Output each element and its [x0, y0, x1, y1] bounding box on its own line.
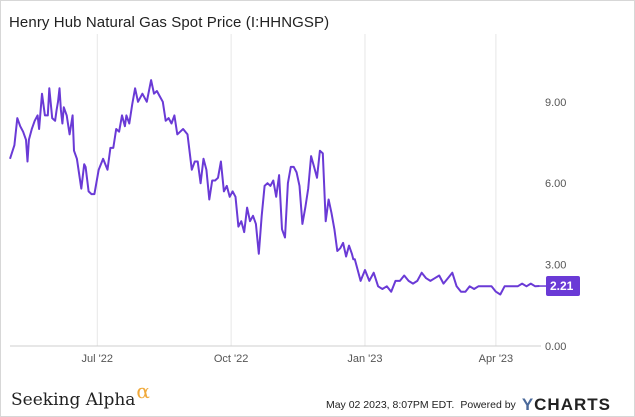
- y-tick-label: 3.00: [545, 260, 566, 272]
- x-tick-label: Jul '22: [82, 353, 113, 365]
- x-tick-label: Apr '23: [479, 353, 514, 365]
- seeking-alpha-logo[interactable]: Seeking Alphaα: [11, 379, 150, 410]
- chart-title: Henry Hub Natural Gas Spot Price (I:HHNG…: [9, 14, 330, 31]
- timestamp: May 02 2023, 8:07PM EDT.: [325, 399, 455, 411]
- ycharts-logo[interactable]: YCHARTS: [522, 395, 611, 415]
- y-tick-label: 6.00: [545, 178, 566, 190]
- last-value-label: 2.21: [539, 276, 580, 297]
- seeking-alpha-wordmark: Seeking Alpha: [11, 390, 136, 410]
- price-series-line: [9, 79, 540, 296]
- x-tick-label: Oct '22: [214, 353, 249, 365]
- last-value-badge: [546, 276, 580, 297]
- grid-lines: [96, 34, 497, 346]
- ycharts-wordmark: CHARTS: [534, 395, 611, 414]
- chart-footer: May 02 2023, 8:07PM EDT. Powered by YCHA…: [326, 395, 611, 415]
- y-axis-ticks: 0.00 3.00 6.00 9.00: [545, 97, 566, 353]
- alpha-icon: α: [136, 379, 150, 403]
- x-tick-label: Jan '23: [347, 353, 382, 365]
- y-tick-label: 0.00: [545, 341, 566, 353]
- powered-by-label: Powered by: [460, 399, 516, 411]
- y-tick-label: 9.00: [545, 97, 566, 109]
- x-axis-ticks: Jul '22 Oct '22 Jan '23 Apr '23: [82, 353, 514, 365]
- last-value-text: 2.21: [550, 279, 574, 293]
- ycharts-y-icon: Y: [521, 395, 535, 414]
